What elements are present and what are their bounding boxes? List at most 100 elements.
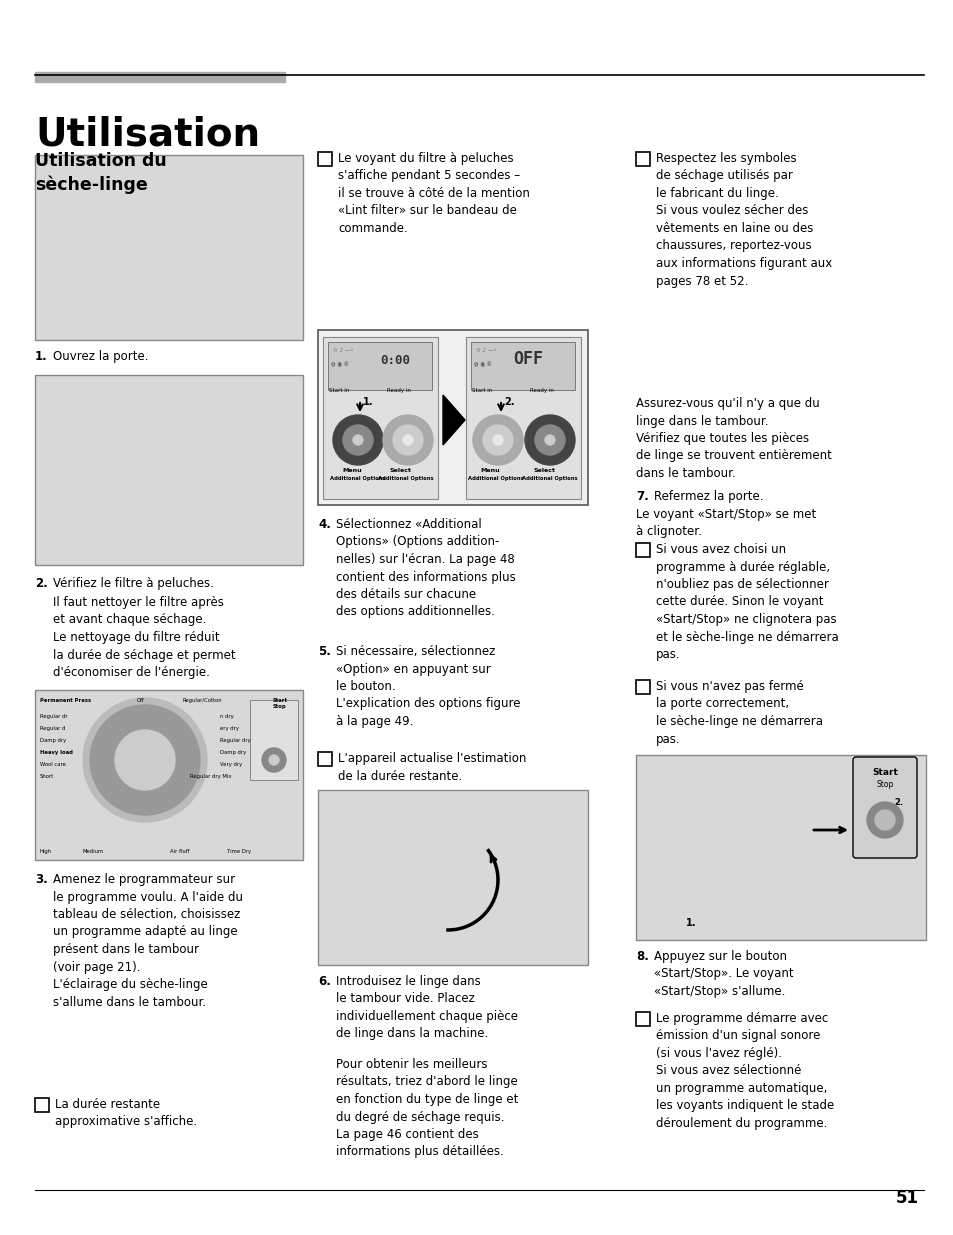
Text: 2.: 2. <box>503 396 514 408</box>
Text: Start
Stop: Start Stop <box>273 698 288 709</box>
Text: Wool care: Wool care <box>40 762 66 767</box>
Text: Additional Options: Additional Options <box>521 475 577 480</box>
Text: Regular dry Mix: Regular dry Mix <box>190 774 232 779</box>
Circle shape <box>402 435 413 445</box>
Bar <box>328 342 432 390</box>
Text: Medium: Medium <box>83 848 104 853</box>
Text: High: High <box>40 848 52 853</box>
Bar <box>35 156 303 340</box>
Circle shape <box>115 730 174 790</box>
Circle shape <box>269 755 278 764</box>
Text: Il faut nettoyer le filtre après
et avant chaque séchage.
Le nettoyage du filtre: Il faut nettoyer le filtre après et avan… <box>53 597 235 679</box>
Text: Permanent Press: Permanent Press <box>40 698 91 703</box>
Text: Si vous avez choisi un
programme à durée réglable,
n'oubliez pas de sélectionner: Si vous avez choisi un programme à durée… <box>656 543 838 661</box>
Text: Regular d: Regular d <box>40 726 66 731</box>
Text: Off: Off <box>137 698 145 703</box>
Text: 1.: 1. <box>35 350 48 363</box>
Circle shape <box>262 748 286 772</box>
Text: 1.: 1. <box>363 396 374 408</box>
Text: Stop: Stop <box>876 781 893 789</box>
Bar <box>636 152 649 165</box>
Circle shape <box>333 415 382 466</box>
Circle shape <box>493 435 502 445</box>
Circle shape <box>382 415 433 466</box>
Text: Additional Options: Additional Options <box>468 475 523 480</box>
Bar <box>35 72 285 82</box>
Text: 3.: 3. <box>35 873 48 885</box>
Text: 4.: 4. <box>317 517 331 531</box>
Bar <box>317 330 587 505</box>
Text: ery dry: ery dry <box>220 726 239 731</box>
Text: Introduisez le linge dans
le tambour vide. Placez
individuellement chaque pièce
: Introduisez le linge dans le tambour vid… <box>335 974 517 1041</box>
Text: Amenez le programmateur sur
le programme voulu. A l'aide du
tableau de sélection: Amenez le programmateur sur le programme… <box>53 873 243 1009</box>
Text: Assurez-vous qu'il n'y a que du
linge dans le tambour.
Vérifiez que toutes les p: Assurez-vous qu'il n'y a que du linge da… <box>636 396 831 480</box>
Circle shape <box>874 810 894 830</box>
Bar <box>323 337 437 499</box>
Text: n dry: n dry <box>220 714 233 719</box>
Text: Utilisation du
sèche-linge: Utilisation du sèche-linge <box>35 152 167 194</box>
Bar <box>471 342 575 390</box>
Text: Pour obtenir les meilleurs
résultats, triez d'abord le linge
en fonction du type: Pour obtenir les meilleurs résultats, tr… <box>335 1058 517 1158</box>
Text: ✿ ◉ ⑥: ✿ ◉ ⑥ <box>331 362 349 368</box>
Text: Ouvrez la porte.: Ouvrez la porte. <box>53 350 149 363</box>
Text: Regular dr: Regular dr <box>40 714 68 719</box>
Bar <box>35 375 303 564</box>
Text: Menu: Menu <box>341 468 361 473</box>
Bar <box>35 1098 49 1112</box>
Text: Ready in: Ready in <box>530 388 554 393</box>
Text: 2.: 2. <box>35 577 48 590</box>
Text: Ready in: Ready in <box>387 388 411 393</box>
FancyBboxPatch shape <box>852 757 916 858</box>
Text: Refermez la porte.: Refermez la porte. <box>654 490 762 503</box>
Text: Regular/Cotton: Regular/Cotton <box>183 698 222 703</box>
Bar <box>250 700 297 781</box>
Text: Start: Start <box>871 768 897 777</box>
Text: Regular dry: Regular dry <box>220 739 251 743</box>
Text: L'appareil actualise l'estimation
de la durée restante.: L'appareil actualise l'estimation de la … <box>337 752 526 783</box>
Text: Select: Select <box>390 468 412 473</box>
Text: Vérifiez le filtre à peluches.: Vérifiez le filtre à peluches. <box>53 577 213 590</box>
Text: Additional Options: Additional Options <box>377 475 434 480</box>
Text: Heavy load: Heavy load <box>40 750 72 755</box>
Text: Start in: Start in <box>472 388 492 393</box>
Text: Respectez les symboles
de séchage utilisés par
le fabricant du linge.
Si vous vo: Respectez les symboles de séchage utilis… <box>656 152 831 288</box>
Circle shape <box>524 415 575 466</box>
Circle shape <box>482 425 513 454</box>
Bar <box>317 752 332 766</box>
Text: 8.: 8. <box>636 950 648 963</box>
Text: 1.: 1. <box>685 918 696 927</box>
Text: Additional Options: Additional Options <box>330 475 385 480</box>
Bar <box>636 1011 649 1026</box>
Text: 6.: 6. <box>317 974 331 988</box>
Text: Utilisation: Utilisation <box>35 115 260 153</box>
Bar <box>317 790 587 965</box>
Text: Air fluff: Air fluff <box>170 848 190 853</box>
Text: 2.: 2. <box>893 798 902 806</box>
Bar <box>636 543 649 557</box>
Text: Si nécessaire, sélectionnez
«Option» en appuyant sur
le bouton.
L'explication de: Si nécessaire, sélectionnez «Option» en … <box>335 645 520 727</box>
Text: Damp dry: Damp dry <box>220 750 246 755</box>
Circle shape <box>343 425 373 454</box>
Text: 5.: 5. <box>317 645 331 658</box>
Text: Le voyant «Start/Stop» se met
à clignoter.: Le voyant «Start/Stop» se met à clignote… <box>636 508 816 538</box>
Polygon shape <box>442 395 464 445</box>
Text: ✿ ◉ ⑥: ✿ ◉ ⑥ <box>474 362 491 368</box>
Text: Sélectionnez «Additional
Options» (Options addition-
nelles) sur l'écran. La pag: Sélectionnez «Additional Options» (Optio… <box>335 517 516 619</box>
Bar <box>317 152 332 165</box>
Text: 7.: 7. <box>636 490 648 503</box>
Text: Le programme démarre avec
émission d'un signal sonore
(si vous l'avez réglé).
Si: Le programme démarre avec émission d'un … <box>656 1011 833 1130</box>
Bar <box>465 337 580 499</box>
Text: ☆ ♪ —◦: ☆ ♪ —◦ <box>476 348 497 353</box>
Text: 51: 51 <box>895 1189 918 1207</box>
Circle shape <box>353 435 363 445</box>
Text: Select: Select <box>534 468 556 473</box>
Text: Time Dry: Time Dry <box>227 848 251 853</box>
Circle shape <box>866 802 902 839</box>
Text: Si vous n'avez pas fermé
la porte correctement,
le sèche-linge ne démarrera
pas.: Si vous n'avez pas fermé la porte correc… <box>656 680 822 746</box>
Circle shape <box>544 435 555 445</box>
Circle shape <box>90 705 200 815</box>
Text: OFF: OFF <box>513 350 542 368</box>
Text: 0:00: 0:00 <box>379 354 410 367</box>
Bar <box>35 690 303 860</box>
Text: Very dry: Very dry <box>220 762 242 767</box>
